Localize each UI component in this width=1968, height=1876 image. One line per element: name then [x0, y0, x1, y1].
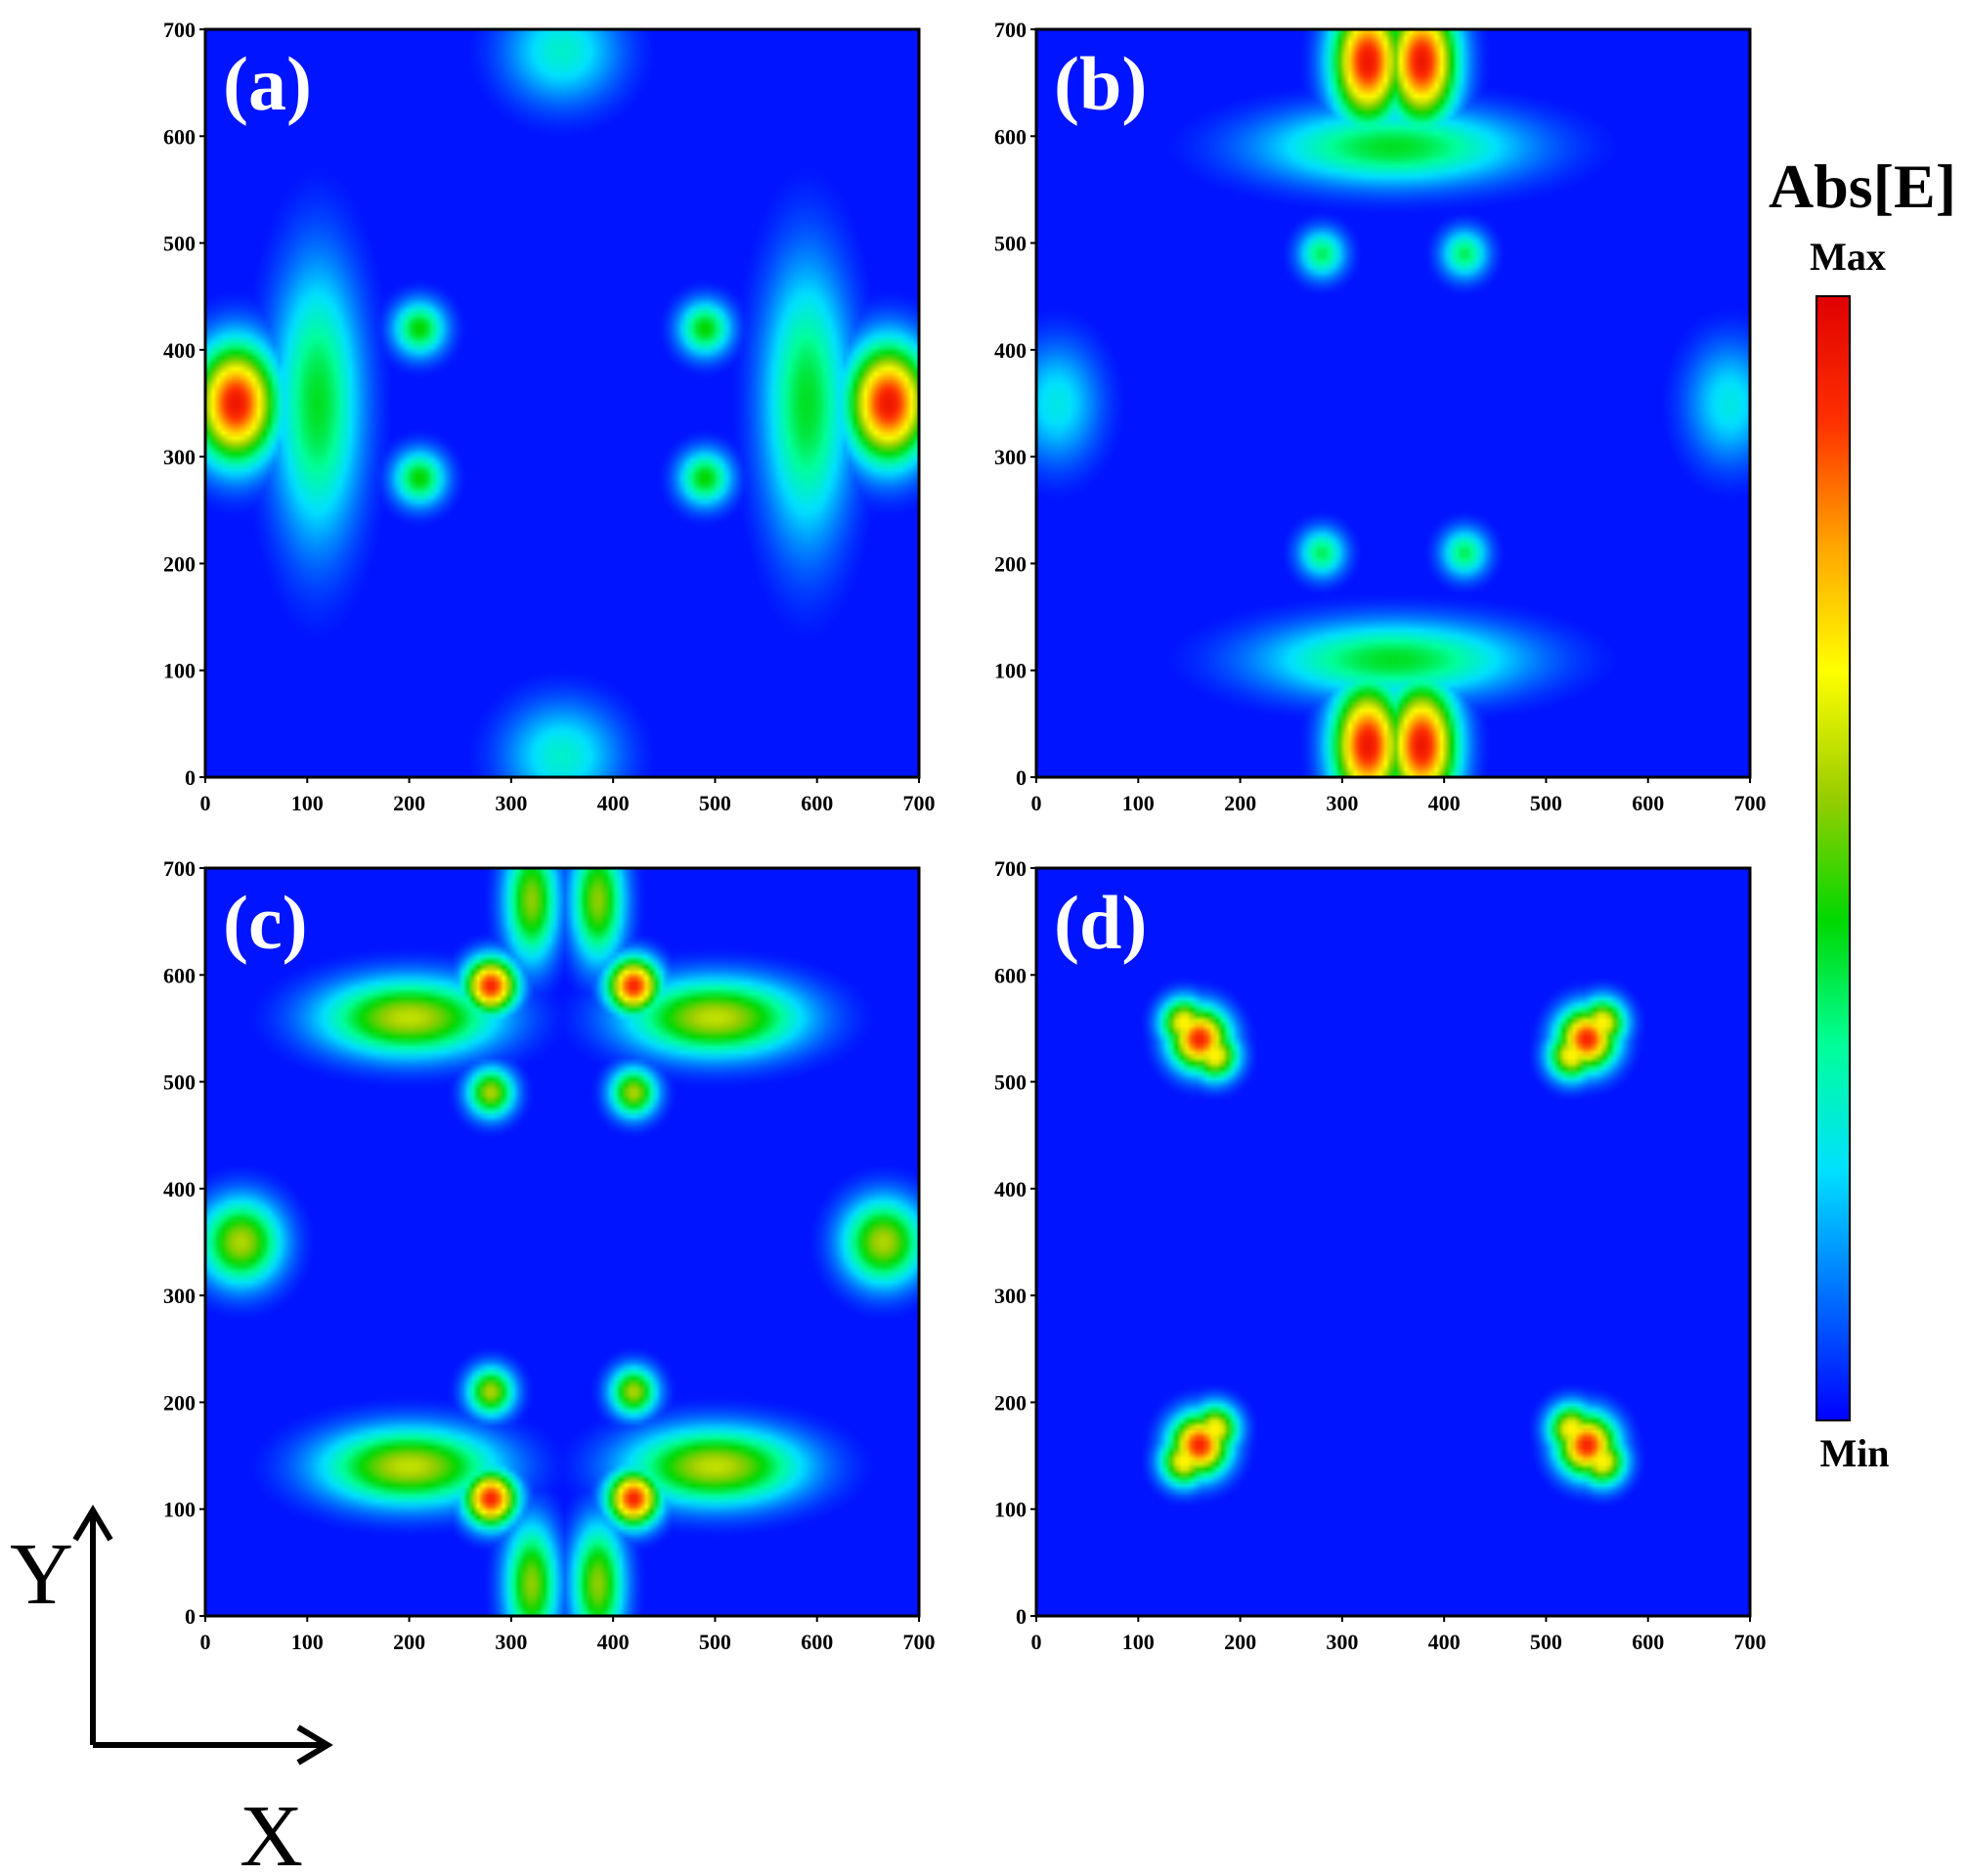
plot-frame: [203, 27, 921, 779]
y-tick-label: 500: [994, 1070, 1027, 1095]
y-tick-label: 300: [163, 1284, 196, 1308]
x-tick-label: 200: [393, 791, 425, 815]
x-tick-label: 500: [1530, 1630, 1562, 1654]
y-tick-label: 600: [994, 963, 1027, 987]
x-tick-label: 200: [1224, 791, 1256, 815]
x-tick-label: 700: [903, 791, 936, 815]
y-tick-label: 700: [994, 18, 1027, 42]
heatmap-field: [205, 29, 919, 777]
panel-d: 0 100 200 300 400 500 600 700 0 100 200 300 400 500 60…: [994, 856, 1767, 1654]
heatmap-field: [1036, 868, 1750, 1616]
x-tick-label: 0: [1031, 1630, 1042, 1654]
x-arrow: [93, 1724, 333, 1766]
panel-label: (a): [223, 41, 312, 126]
y-tick-label: 0: [1016, 1604, 1027, 1629]
y-tick-label: 100: [994, 659, 1027, 683]
x-tick-label: 300: [495, 791, 527, 815]
x-tick-label: 700: [1734, 1630, 1767, 1654]
x-tick-label: 600: [801, 1630, 833, 1654]
x-tick-label: 100: [291, 1630, 324, 1654]
x-tick-label: 0: [200, 791, 211, 815]
y-tick-label: 300: [994, 1284, 1027, 1308]
y-tick-label: 100: [163, 1498, 196, 1522]
x-tick-label: 500: [699, 791, 731, 815]
x-tick-label: 600: [801, 791, 833, 815]
x-tick-label: 0: [200, 1630, 211, 1654]
y-tick-label: 600: [163, 963, 196, 987]
y-tick-label: 600: [163, 124, 196, 149]
y-tick-label: 700: [163, 18, 196, 42]
x-tick-label: 500: [699, 1630, 731, 1654]
x-tick-label: 0: [1031, 791, 1042, 815]
panel-b: 0 100 200 300 400 500 600 700 0 100 200 300 400 500 60…: [994, 18, 1767, 815]
x-tick-label: 300: [1326, 1630, 1358, 1654]
x-tick-label: 400: [597, 1630, 630, 1654]
x-tick-label: 600: [1632, 791, 1664, 815]
y-tick-label: 100: [994, 1498, 1027, 1522]
axes-direction-indicator: Y X: [10, 1505, 333, 1876]
colorbar: Abs[E] Max Min: [1769, 152, 1956, 1475]
y-tick-label: 0: [185, 1604, 196, 1629]
y-tick-label: 600: [994, 124, 1027, 149]
plot-frame: [203, 866, 921, 1618]
x-tick-label: 500: [1530, 791, 1562, 815]
y-tick-label: 700: [163, 856, 196, 881]
x-tick-label: 400: [1428, 791, 1461, 815]
colorbar-max-label: Max: [1810, 235, 1886, 279]
x-tick-label: 700: [903, 1630, 936, 1654]
plot-frame: [1034, 27, 1752, 779]
y-tick-label: 400: [994, 1177, 1027, 1201]
x-tick-label: 100: [1122, 1630, 1155, 1654]
y-tick-label: 700: [994, 856, 1027, 881]
colorbar-title: Abs[E]: [1769, 152, 1956, 221]
y-tick-label: 400: [163, 1177, 196, 1201]
x-tick-label: 400: [597, 791, 630, 815]
x-tick-label: 100: [291, 791, 324, 815]
panel-label: (d): [1054, 880, 1147, 965]
y-tick-label: 200: [163, 551, 196, 576]
y-tick-label: 0: [185, 765, 196, 790]
x-tick-label: 600: [1632, 1630, 1664, 1654]
panel-label: (b): [1054, 41, 1147, 126]
y-tick-label: 200: [994, 551, 1027, 576]
panel-c: 0 100 200 300 400 500 600 700 0 100 200 300 400 500 60…: [163, 856, 936, 1654]
x-tick-label: 200: [1224, 1630, 1256, 1654]
y-arrow: [72, 1505, 113, 1745]
x-tick-label: 200: [393, 1630, 425, 1654]
plot-frame: [1034, 866, 1752, 1618]
y-tick-label: 400: [994, 338, 1027, 363]
heatmap-field: [205, 868, 919, 1616]
heatmap-field: [1036, 29, 1750, 777]
y-tick-label: 300: [994, 445, 1027, 469]
panel-a: 0 100 200 300 400 500 600 700 0 100 200 300 400 500 60…: [163, 18, 936, 815]
panel-label: (c): [223, 880, 308, 965]
y-tick-label: 500: [163, 1070, 196, 1095]
x-tick-label: 300: [495, 1630, 527, 1654]
y-tick-label: 200: [994, 1390, 1027, 1415]
y-tick-label: 500: [994, 232, 1027, 256]
y-tick-label: 200: [163, 1390, 196, 1415]
x-axis-letter: X: [240, 1788, 303, 1876]
colorbar-min-label: Min: [1819, 1431, 1889, 1475]
x-tick-label: 300: [1326, 791, 1358, 815]
y-tick-label: 300: [163, 445, 196, 469]
x-tick-label: 400: [1428, 1630, 1461, 1654]
y-tick-label: 500: [163, 232, 196, 256]
y-tick-label: 100: [163, 659, 196, 683]
y-tick-label: 400: [163, 338, 196, 363]
y-axis-letter: Y: [10, 1526, 73, 1623]
colorbar-gradient: [1815, 295, 1851, 1421]
x-tick-label: 100: [1122, 791, 1155, 815]
x-tick-label: 700: [1734, 791, 1767, 815]
y-tick-label: 0: [1016, 765, 1027, 790]
